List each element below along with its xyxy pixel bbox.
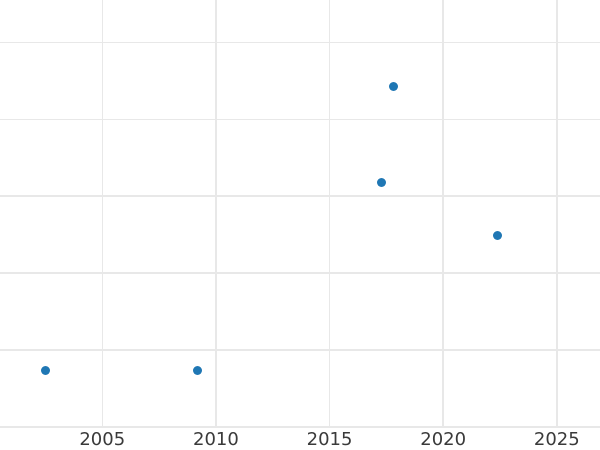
scatter-point	[493, 230, 503, 240]
scatter-point	[40, 366, 50, 376]
vertical-gridline	[101, 0, 103, 427]
horizontal-gridline	[0, 118, 600, 120]
vertical-gridline	[442, 0, 444, 427]
x-tick-label: 2005	[79, 428, 126, 450]
x-tick-label: 2025	[533, 428, 580, 450]
vertical-gridline	[556, 0, 558, 427]
horizontal-gridline	[0, 41, 600, 43]
scatter-point	[193, 365, 203, 375]
vertical-gridline	[215, 0, 217, 427]
scatter-point	[377, 177, 387, 187]
horizontal-gridline	[0, 349, 600, 351]
scatter-point	[388, 81, 398, 91]
x-tick-label: 2010	[193, 428, 239, 450]
horizontal-gridline	[0, 195, 600, 197]
horizontal-gridline	[0, 272, 600, 274]
x-tick-label: 2015	[306, 428, 353, 450]
horizontal-gridline	[0, 426, 600, 428]
x-tick-label: 2020	[420, 428, 467, 450]
vertical-gridline	[328, 0, 331, 427]
